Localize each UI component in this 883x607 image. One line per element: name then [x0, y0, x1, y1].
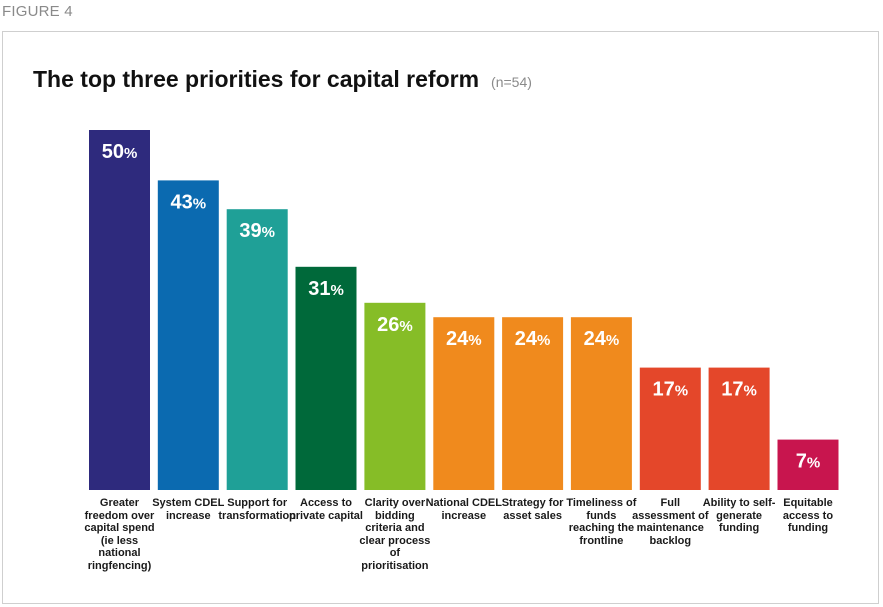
chart-subtitle: (n=54)	[491, 74, 532, 90]
bar-4	[295, 266, 357, 490]
bar-value-label-7: 24%	[515, 328, 551, 350]
bar-value-label-6: 24%	[446, 328, 482, 350]
bar-value-label-9: 17%	[653, 379, 689, 401]
bar-value-label-10: 17%	[721, 379, 757, 401]
bar-value-label-11: 7%	[796, 451, 820, 473]
bar-1	[89, 130, 150, 490]
bar-value-label-5: 26%	[377, 314, 413, 336]
bar-2	[157, 180, 219, 490]
bar-9	[639, 367, 701, 490]
category-label-7: Strategy for asset sales	[501, 497, 564, 522]
chart-header: The top three priorities for capital ref…	[33, 66, 532, 93]
bar-7	[502, 317, 564, 490]
category-label-4: Access to private capital	[289, 497, 363, 522]
category-label-11: Equitable access to funding	[782, 497, 834, 534]
category-label-9: Full assessment of maintenance backlog	[632, 497, 709, 547]
bar-value-label-4: 31%	[308, 278, 344, 300]
bar-value-label-8: 24%	[584, 328, 620, 350]
bar-value-label-1: 50%	[102, 141, 138, 163]
bar-10	[708, 367, 770, 490]
bar-value-label-2: 43%	[171, 191, 207, 213]
category-label-3: Support for transformation	[218, 497, 296, 522]
bar-8	[570, 317, 632, 490]
figure-label: FIGURE 4	[2, 3, 73, 20]
bar-6	[433, 317, 495, 490]
category-label-5: Clarity over bidding criteria and clear …	[359, 497, 431, 572]
bar-5	[364, 302, 426, 490]
category-label-2: System CDEL increase	[152, 497, 225, 522]
category-label-8: Timeliness of funds reaching the frontli…	[566, 497, 637, 547]
bar-3	[226, 209, 288, 490]
bar-11	[777, 439, 839, 490]
category-label-10: Ability to self-generate funding	[702, 497, 776, 534]
category-label-6: National CDEL increase	[425, 497, 502, 522]
bar-value-label-3: 39%	[239, 220, 275, 242]
category-label-1: Greater freedom over capital spend (ie l…	[84, 497, 155, 572]
chart-title: The top three priorities for capital ref…	[33, 66, 480, 92]
